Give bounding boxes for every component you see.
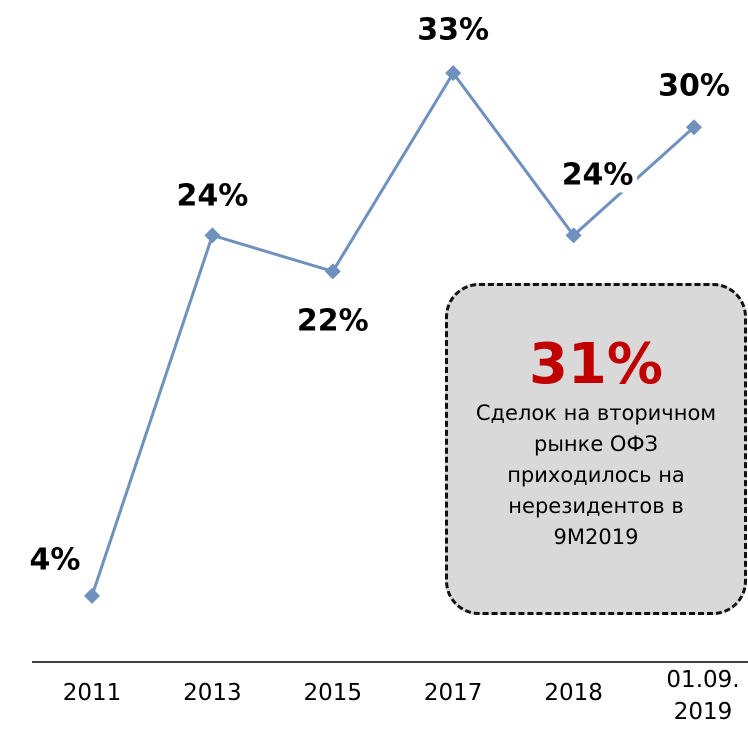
value-label: 4% bbox=[25, 542, 85, 578]
value-label: 33% bbox=[413, 12, 494, 48]
annotation-box: 31% Сделок на вторичном рынке ОФЗ приход… bbox=[445, 283, 747, 615]
x-tick-label: 01.09. 2019 bbox=[666, 667, 740, 725]
value-label: 24% bbox=[557, 157, 638, 193]
marker bbox=[84, 587, 100, 604]
marker bbox=[686, 119, 702, 136]
x-tick-label: 2015 bbox=[303, 680, 363, 706]
value-label: 30% bbox=[654, 68, 734, 104]
marker bbox=[445, 65, 462, 82]
x-tick-label: 2013 bbox=[183, 680, 242, 706]
x-tick-label: 2011 bbox=[62, 680, 122, 706]
value-label: 24% bbox=[172, 178, 253, 214]
annotation-headline: 31% bbox=[528, 332, 664, 397]
annotation-text: Сделок на вторичном рынке ОФЗ приходилос… bbox=[475, 401, 717, 549]
marker bbox=[324, 263, 341, 280]
marker bbox=[565, 227, 582, 244]
value-label: 22% bbox=[292, 303, 373, 339]
line bbox=[90, 70, 696, 597]
x-tick-label: 2018 bbox=[544, 680, 603, 706]
marker bbox=[204, 227, 221, 244]
x-tick-label: 2017 bbox=[423, 680, 483, 706]
